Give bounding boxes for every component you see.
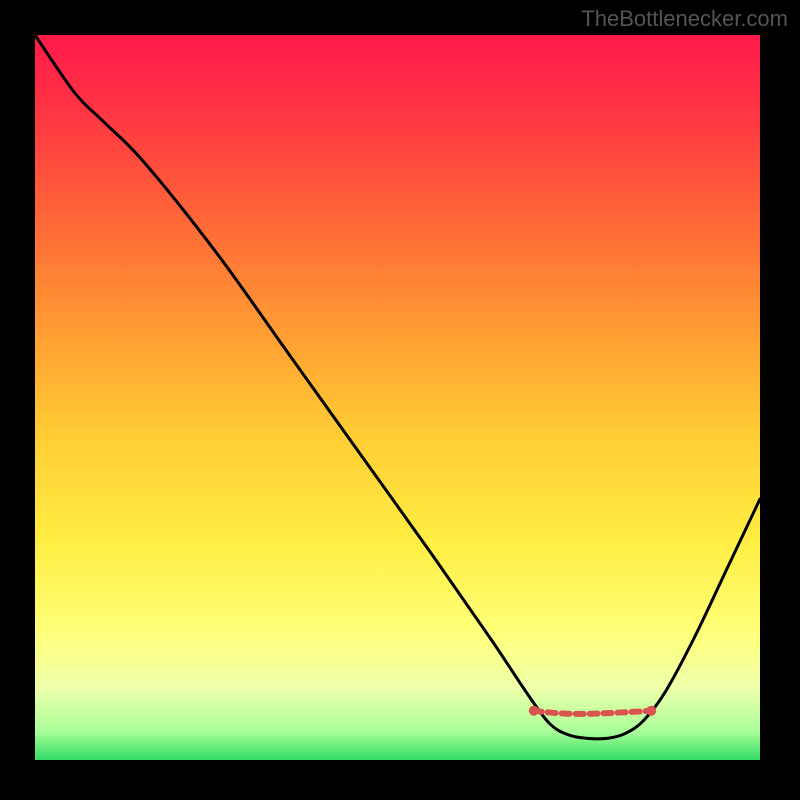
bottleneck-curve xyxy=(35,35,760,739)
marker-dot-right xyxy=(646,706,656,716)
plot-area xyxy=(35,35,760,760)
marker-dot-left xyxy=(529,706,539,716)
curve-layer xyxy=(35,35,760,760)
watermark-text: TheBottlenecker.com xyxy=(581,6,788,32)
marker-band xyxy=(534,711,651,714)
